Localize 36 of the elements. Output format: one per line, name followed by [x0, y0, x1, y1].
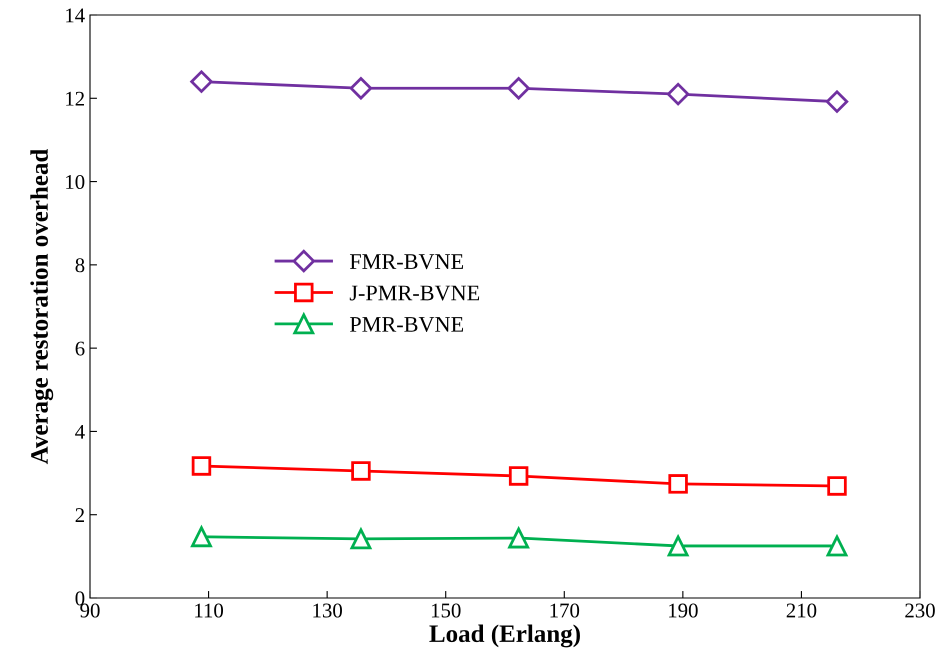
point: [350, 528, 372, 550]
x-tick-label: 230: [905, 603, 935, 618]
point: [508, 466, 528, 486]
x-tick-label: 110: [195, 603, 224, 618]
point: [827, 476, 847, 496]
y-tick-label: 10: [66, 174, 84, 190]
y-axis-title: Average restoration overhead: [30, 148, 54, 464]
point: [668, 536, 689, 556]
x-tick-label: 150: [432, 603, 461, 618]
y-tick-label: 8: [76, 258, 84, 272]
legend-label: PMR-BVNE: [350, 317, 464, 332]
x-tick-label: 210: [786, 603, 816, 618]
point: [351, 461, 371, 481]
point: [192, 456, 212, 476]
x-tick-label: 170: [550, 603, 580, 618]
y-tick-label: 4: [75, 424, 85, 439]
point: [350, 77, 372, 100]
y-tick-label: 6: [76, 342, 85, 356]
y-tick-label: 2: [76, 508, 84, 522]
point: [826, 90, 848, 113]
point: [826, 536, 848, 556]
x-tick-label: 130: [313, 603, 342, 618]
x-tick-label: 90: [80, 603, 100, 618]
legend-label: FMR-BVNE: [350, 254, 464, 270]
point: [191, 526, 212, 548]
y-tick-label: 14: [66, 8, 85, 22]
x-axis-title: Load (Erlang): [429, 624, 580, 648]
legend-label: J-PMR-BVNE: [350, 286, 480, 301]
point: [666, 82, 690, 106]
y-tick-label: 12: [66, 92, 84, 106]
point: [668, 474, 688, 494]
point: [508, 528, 530, 548]
point: [507, 77, 530, 100]
point: [190, 70, 213, 93]
y-tick-label: 0: [76, 591, 84, 606]
x-tick-label: 190: [669, 603, 698, 618]
